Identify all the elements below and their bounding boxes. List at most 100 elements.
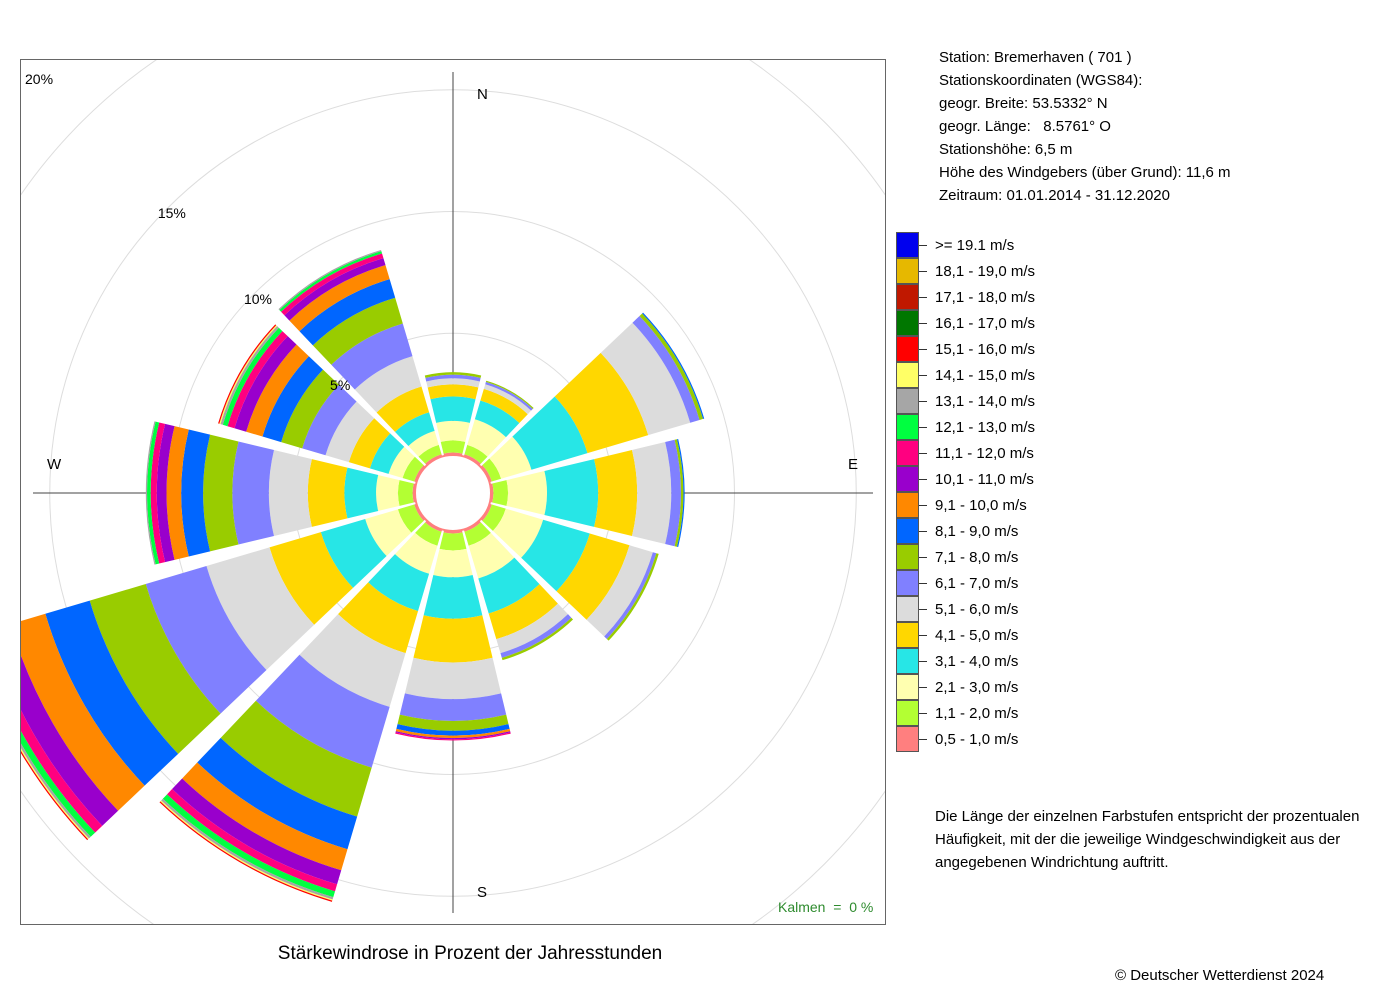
legend-tick: [919, 401, 927, 402]
sector-300-bin-4: [348, 418, 391, 469]
legend-swatch: [896, 258, 919, 284]
sector-210-bin-9: [182, 762, 348, 871]
legend-tick: [919, 583, 927, 584]
sector-90-bin-7: [674, 439, 684, 547]
legend-label: 2,1 - 3,0 m/s: [935, 679, 1019, 696]
sector-90-bin-8: [677, 438, 685, 548]
sector-0-bin-4: [427, 384, 479, 400]
sector-180-bin-2: [433, 548, 473, 578]
legend-swatch: [896, 570, 919, 596]
sector-210-bin-1: [415, 522, 442, 546]
sector-30-bin-5: [483, 384, 532, 415]
sector-120-bin-2: [492, 508, 544, 558]
direction-label-s: S: [477, 884, 487, 901]
sector-240-bin-6: [145, 566, 267, 714]
station-latitude: geogr. Breite: 53.5332° N: [939, 95, 1108, 112]
legend-tick: [919, 739, 927, 740]
sector-240-bin-4: [269, 532, 354, 625]
sector-240-bin-5: [206, 547, 315, 671]
legend-swatch: [896, 388, 919, 414]
sector-180-bin-1: [439, 532, 467, 551]
legend-tick: [919, 609, 927, 610]
sector-180-bin-4: [413, 615, 493, 663]
ring-label-5: 5%: [330, 377, 350, 393]
sector-210-bin-6: [255, 654, 390, 768]
legend-label: 0,5 - 1,0 m/s: [935, 731, 1019, 748]
sector-330-bin-2: [408, 430, 439, 457]
legend-label: 11,1 - 12,0 m/s: [935, 445, 1034, 462]
legend-tick: [919, 375, 927, 376]
sector-60-bin-3: [512, 396, 588, 470]
sector-270-bin-13: [145, 421, 156, 565]
station-info: Station: Bremerhaven ( 701 ) Stationskoo…: [939, 46, 1231, 207]
calm-percentage: Kalmen = 0 %: [778, 899, 874, 915]
sector-210-bin-8: [197, 737, 358, 850]
sector-330-bin-9: [289, 265, 390, 332]
sector-300-bin-8: [262, 356, 323, 443]
direction-label-w: W: [47, 456, 62, 473]
note-line: Die Länge der einzelnen Farbstufen entsp…: [935, 808, 1360, 825]
sector-120-bin-1: [482, 504, 506, 531]
legend-swatch: [896, 622, 919, 648]
sector-90-bin-5: [632, 442, 672, 544]
legend-tick: [919, 245, 927, 246]
sector-300-bin-5: [325, 401, 375, 463]
legend-label: 15,1 - 16,0 m/s: [935, 341, 1036, 358]
sector-180-bin-10: [395, 731, 511, 740]
sector-90-bin-4: [594, 450, 638, 536]
sector-270-bin-6: [232, 441, 274, 545]
sector-330-bin-8: [299, 279, 396, 346]
legend-tick: [919, 271, 927, 272]
sector-300-bin-6: [302, 384, 357, 456]
sector-180-bin-7: [397, 714, 509, 731]
sector-330-bin-5: [354, 356, 422, 413]
legend-swatch: [896, 544, 919, 570]
station-name: Station: Bremerhaven ( 701 ): [939, 49, 1132, 66]
legend-label: 8,1 - 9,0 m/s: [935, 523, 1019, 540]
sector-270-bin-4: [307, 459, 348, 527]
station-altitude: Stationshöhe: 6,5 m: [939, 141, 1073, 158]
sector-270-bin-8: [181, 429, 211, 557]
legend-label: 13,1 - 14,0 m/s: [935, 393, 1036, 410]
sector-60-bin-2: [489, 436, 532, 479]
legend-tick: [919, 687, 927, 688]
sector-180-bin-9: [395, 728, 511, 738]
legend-swatch: [896, 648, 919, 674]
sector-60-bin-6: [632, 315, 700, 423]
sector-270-bin-7: [203, 434, 239, 552]
sector-270-bin-10: [156, 423, 175, 563]
legend-tick: [919, 505, 927, 506]
legend-swatch: [896, 596, 919, 622]
direction-label-n: N: [477, 86, 488, 103]
sector-210-bin-12: [162, 794, 336, 898]
sector-300-bin-11: [227, 331, 288, 429]
legend-label: 7,1 - 8,0 m/s: [935, 549, 1019, 566]
legend-swatch: [896, 518, 919, 544]
sector-30-bin-3: [474, 400, 520, 438]
legend-tick: [919, 635, 927, 636]
ring-label-20: 20%: [25, 71, 53, 87]
anemometer-height: Höhe des Windgebers (über Grund): 11,6 m: [939, 164, 1231, 181]
sector-300-bin-7: [281, 369, 339, 449]
direction-label-e: E: [848, 456, 858, 473]
sector-30-bin-1: [464, 444, 488, 464]
sector-300-bin-12: [222, 327, 283, 427]
legend-label: 6,1 - 7,0 m/s: [935, 575, 1019, 592]
sector-120-bin-3: [521, 519, 590, 592]
sector-0-bin-6: [425, 374, 481, 382]
sector-180-bin-6: [399, 693, 507, 721]
legend-swatch: [896, 674, 919, 700]
sector-300-bin-2: [388, 446, 415, 479]
legend-tick: [919, 349, 927, 350]
legend-label: >= 19.1 m/s: [935, 237, 1015, 254]
sector-210-bin-5: [299, 614, 406, 707]
legend-swatch: [896, 492, 919, 518]
sector-0-bin-5: [426, 378, 480, 388]
legend-tick: [919, 479, 927, 480]
sector-270-bin-5: [268, 450, 312, 536]
sector-150-bin-2: [468, 532, 515, 579]
sector-210-bin-11: [167, 789, 338, 892]
sector-210-bin-7: [220, 700, 372, 817]
copyright: © Deutscher Wetterdienst 2024: [1115, 967, 1325, 984]
sector-270-bin-12: [147, 421, 160, 565]
